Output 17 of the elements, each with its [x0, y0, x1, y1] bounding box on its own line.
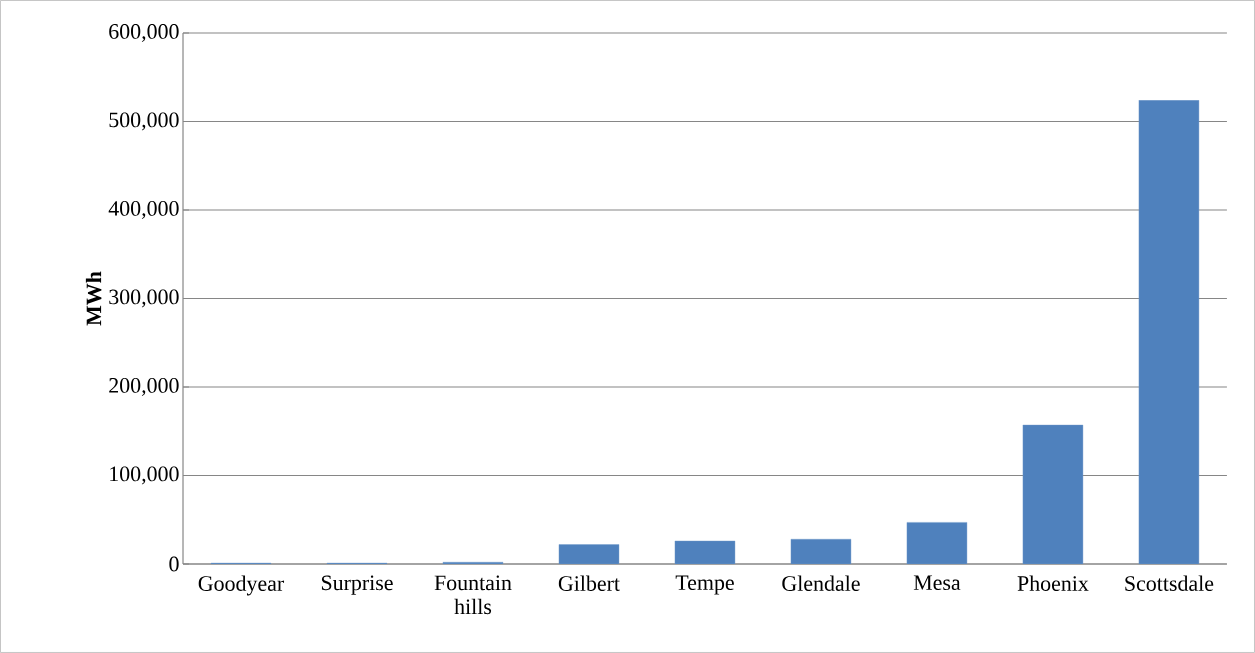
y-tick-label: 0	[169, 556, 179, 572]
y-tick-label: 300,000	[109, 289, 179, 308]
x-tick-label: Surprise	[321, 575, 393, 595]
y-tick-label: 400,000	[108, 201, 179, 219]
x-tick-label: Scottsdale	[1125, 575, 1214, 591]
x-tick-label: Glendale	[782, 575, 860, 591]
x-tick-label: Goodyear	[198, 575, 285, 596]
y-tick-label: 200,000	[109, 378, 179, 396]
y-axis-title: MWh	[85, 271, 102, 326]
x-tick-label: Fountain hills	[434, 575, 512, 615]
x-tick-label: Phoenix	[1017, 575, 1089, 591]
x-tick-label: Gilbert	[558, 575, 620, 591]
x-tick-label: Tempe	[675, 575, 734, 595]
y-tick-label: 100,000	[110, 466, 179, 485]
y-tick-label: 600,000	[109, 24, 179, 42]
x-tick-label: Mesa	[913, 575, 961, 591]
y-tick-label: 500,000	[109, 112, 179, 131]
